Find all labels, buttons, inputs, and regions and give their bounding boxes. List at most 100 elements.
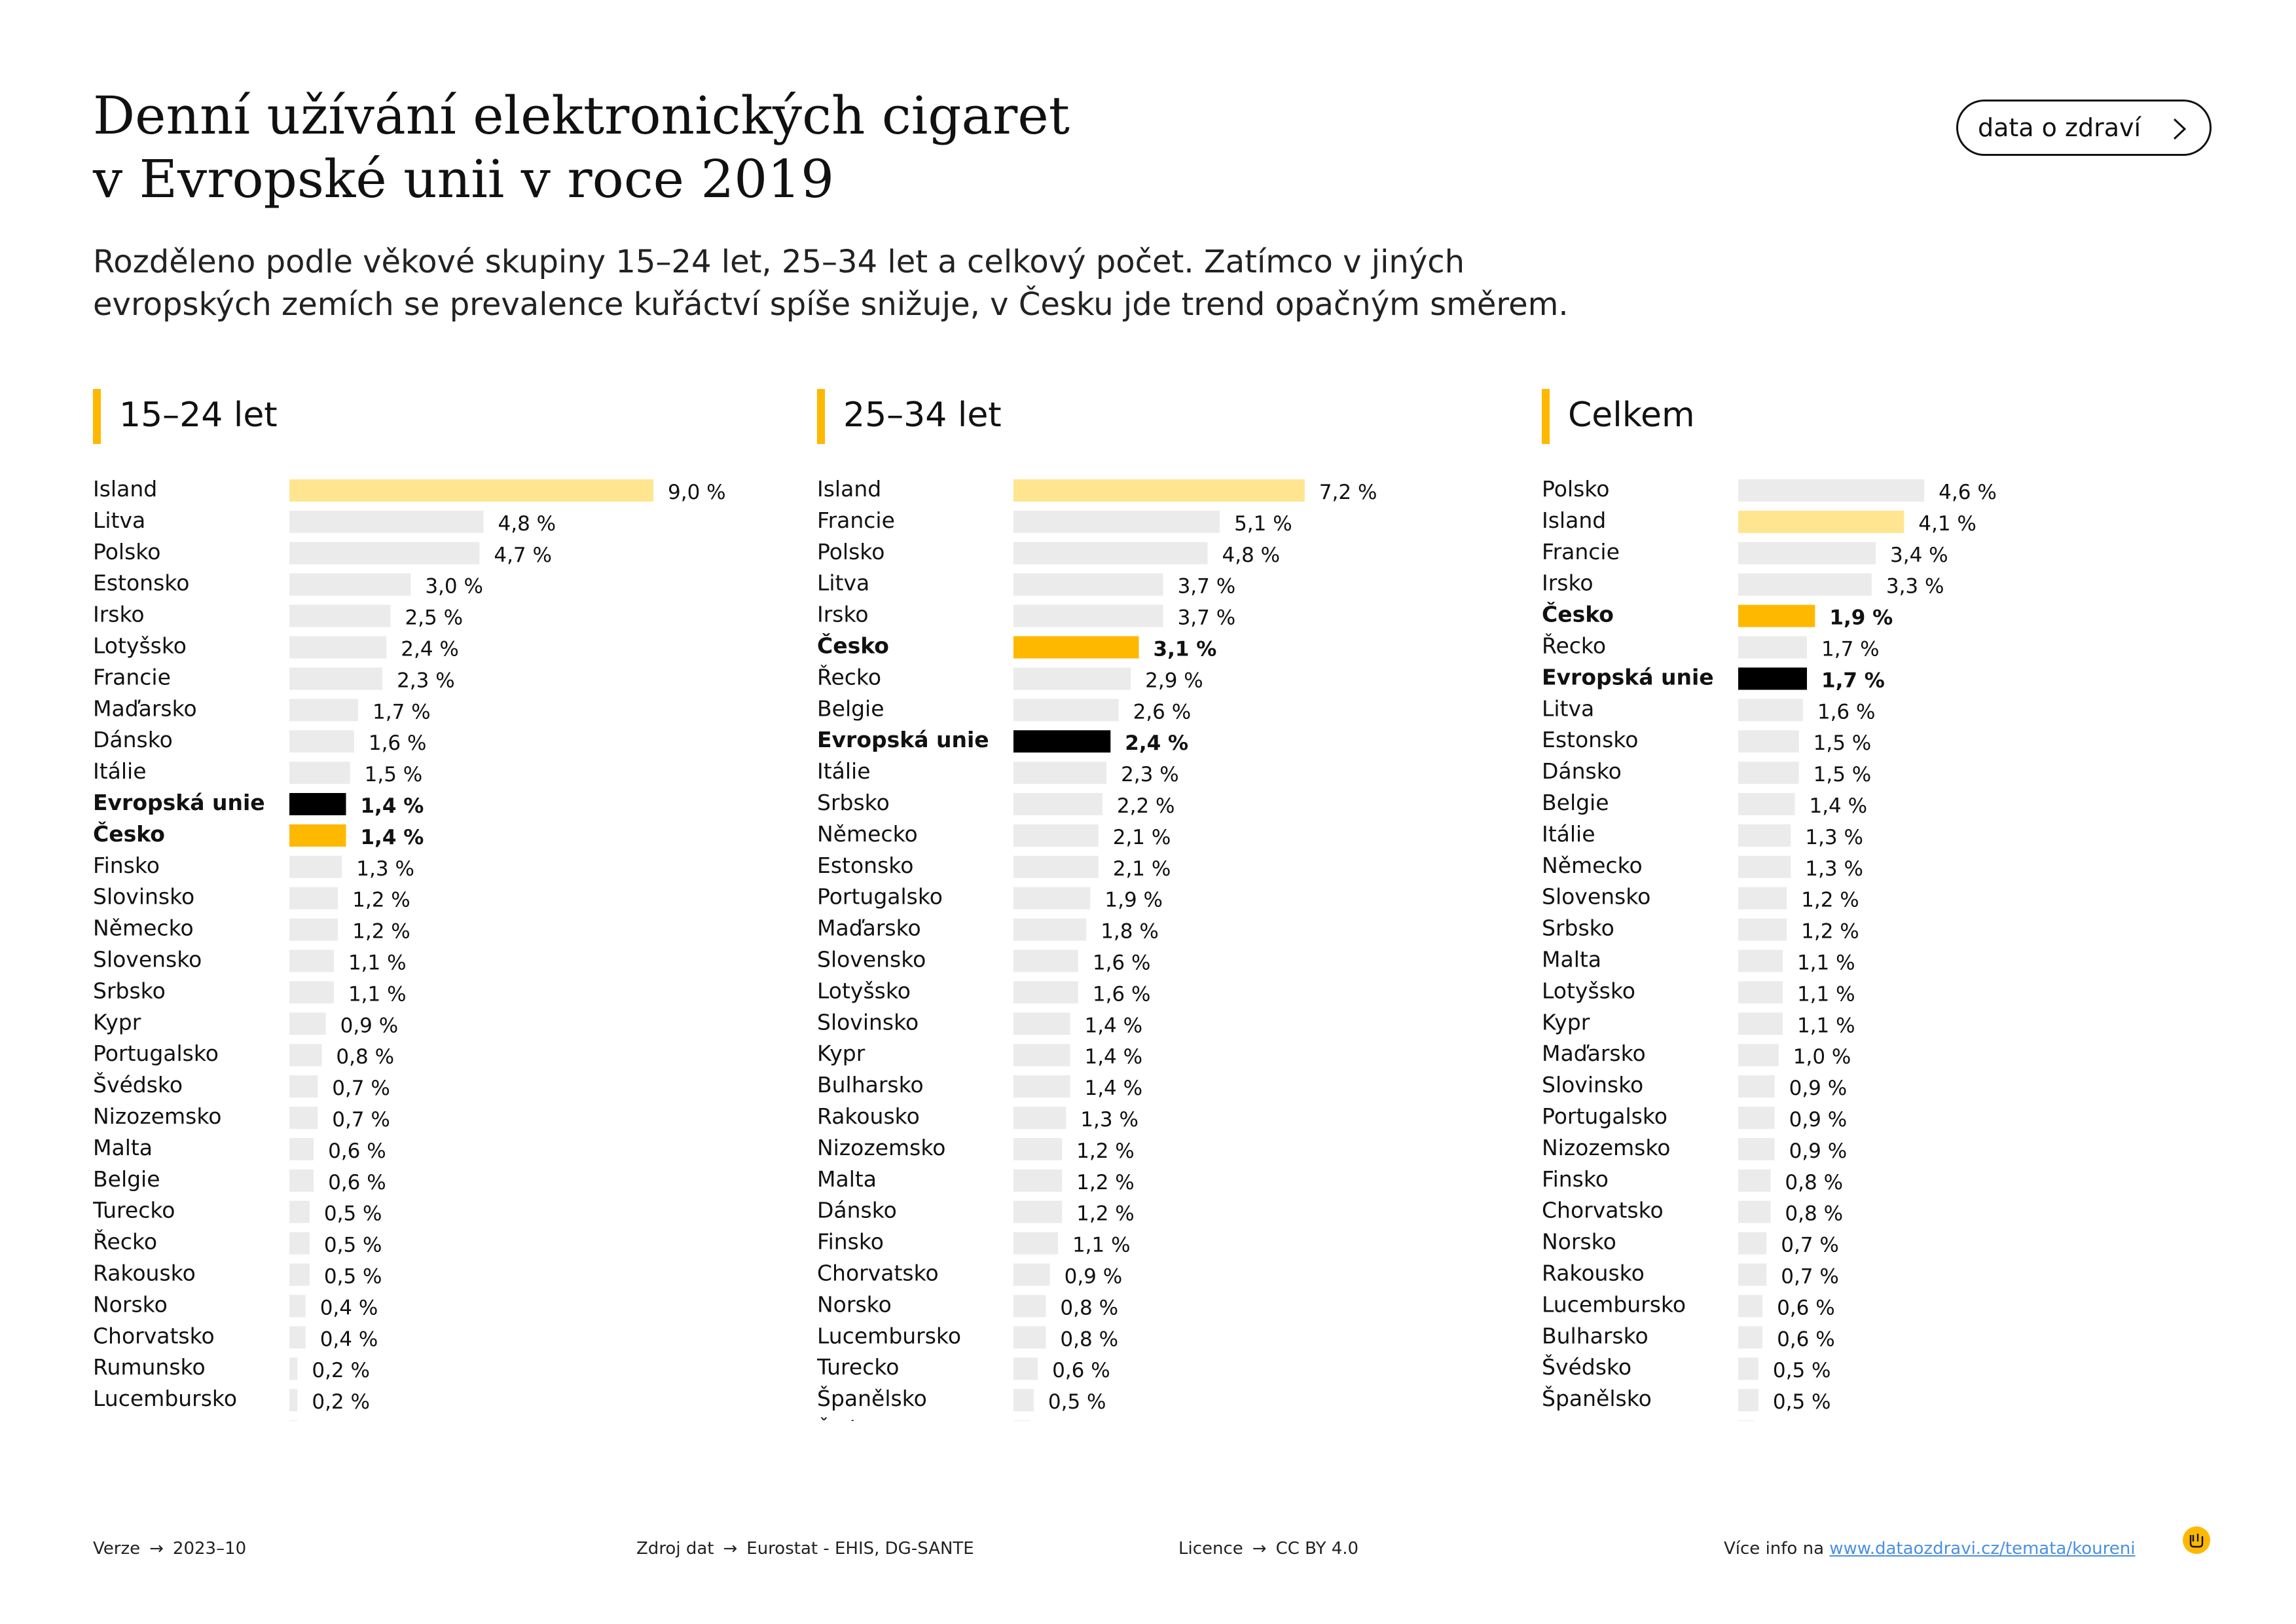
category-label-turecko: Turecko <box>817 1354 899 1380</box>
value-label-rakousko: 0,5 % <box>324 1265 382 1289</box>
value-label-spanelsko: 0,5 % <box>1773 1390 1831 1414</box>
category-label-malta: Malta <box>93 1135 153 1160</box>
category-label-finsko: Finsko <box>1542 1166 1609 1192</box>
category-label-evropska-unie: Evropská unie <box>817 727 989 752</box>
value-label-srbsko: 1,1 % <box>348 982 407 1006</box>
bar-nizozemsko <box>1738 1137 1775 1160</box>
value-label-dansko: 1,5 % <box>1813 763 1872 786</box>
bar-litva <box>289 510 484 533</box>
bar-norsko <box>1738 1232 1767 1255</box>
footer-version-value: 2023–10 <box>172 1539 247 1559</box>
category-label-rakousko: Rakousko <box>1542 1261 1645 1286</box>
footer-source-value: Eurostat - EHIS, DG-SANTE <box>746 1539 974 1559</box>
heading-accent-bar <box>93 389 101 444</box>
bar-estonsko <box>1013 855 1099 878</box>
value-label-lotyssko: 2,4 % <box>401 638 459 661</box>
value-label-dansko: 1,6 % <box>369 731 427 755</box>
bar-slovinsko <box>1013 1012 1070 1035</box>
category-label-malta: Malta <box>1542 947 1601 972</box>
bar-belgie <box>1738 793 1795 815</box>
category-label-madarsko: Maďarsko <box>1542 1041 1646 1066</box>
bar-portugalsko <box>1738 1107 1775 1129</box>
category-label-rakousko: Rakousko <box>93 1261 196 1286</box>
category-label-italie: Itálie <box>93 758 147 784</box>
category-label-irsko: Irsko <box>93 602 145 627</box>
category-label-rakousko: Rakousko <box>817 1103 920 1129</box>
bar-slovinsko <box>1738 1075 1775 1098</box>
category-label-svedsko: Švédsko <box>1542 1354 1631 1380</box>
data-o-zdravi-button[interactable]: data o zdraví <box>1956 100 2212 156</box>
category-label-francie: Francie <box>817 507 895 533</box>
bar-polsko <box>1013 542 1208 564</box>
bar-italie <box>289 762 350 784</box>
title-line-1: Denní užívání elektronických cigaret <box>93 85 1070 146</box>
chart-title-15-24: 15–24 let <box>119 396 278 435</box>
category-label-polsko: Polsko <box>93 539 160 564</box>
category-label-svedsko: Švédsko <box>817 1416 907 1421</box>
value-label-litva: 1,6 % <box>1817 700 1876 724</box>
category-label-recko: Řecko <box>817 663 881 690</box>
category-label-malta: Malta <box>817 1166 877 1192</box>
category-label-litva: Litva <box>93 507 145 533</box>
bar-nemecko <box>1738 855 1791 878</box>
value-label-finsko: 0,8 % <box>1785 1171 1843 1194</box>
bar-madarsko <box>1013 918 1087 941</box>
bar-cesko <box>1013 636 1139 659</box>
bar-estonsko <box>1738 730 1799 753</box>
bar-norsko <box>289 1295 306 1318</box>
category-label-recko: Řecko <box>1542 633 1606 659</box>
category-label-slovensko: Slovensko <box>93 947 202 972</box>
brand-logo-icon <box>2183 1526 2210 1554</box>
category-label-francie: Francie <box>93 664 171 690</box>
category-label-nemecko: Německo <box>93 915 194 941</box>
category-label-turecko: Turecko <box>1542 1417 1624 1421</box>
category-label-madarsko: Maďarsko <box>93 695 197 721</box>
value-label-norsko: 0,4 % <box>320 1296 378 1320</box>
value-label-francie: 2,3 % <box>397 669 455 692</box>
bar-slovensko <box>1738 887 1787 910</box>
data-o-zdravi-label: data o zdraví <box>1978 113 2141 142</box>
bar-chart-celkem: Polsko 4,6 % Island 4,1 % Francie 3,4 % Irsko 3… <box>1542 478 1997 1421</box>
category-label-dansko: Dánsko <box>817 1198 897 1223</box>
value-label-nizozemsko: 0,7 % <box>332 1108 390 1132</box>
value-label-portugalsko: 0,9 % <box>1789 1108 1848 1132</box>
footer-source-label: Zdroj dat <box>636 1539 714 1559</box>
value-label-nemecko: 2,1 % <box>1113 826 1171 849</box>
footer-version: Verze → 2023–10 <box>93 1539 246 1559</box>
title-line-2: v Evropské unii v roce 2019 <box>93 149 834 210</box>
value-label-irsko: 3,3 % <box>1886 575 1944 599</box>
category-label-belgie: Belgie <box>93 1166 160 1192</box>
bar-turecko <box>1013 1357 1038 1380</box>
value-label-kypr: 1,4 % <box>1084 1045 1142 1069</box>
category-label-francie: Francie <box>1542 539 1620 564</box>
category-label-finsko: Finsko <box>817 1229 884 1255</box>
footer-more-link[interactable]: www.dataozdravi.cz/temata/koureni <box>1829 1539 2136 1559</box>
arrow-right-icon: → <box>149 1539 164 1559</box>
bar-francie <box>1013 510 1220 533</box>
category-label-chorvatsko: Chorvatsko <box>817 1261 939 1286</box>
bar-svedsko <box>289 1075 318 1098</box>
category-label-svedsko: Švédsko <box>93 1071 183 1098</box>
value-label-slovinsko: 0,9 % <box>1789 1077 1848 1100</box>
arrow-right-icon: → <box>723 1539 738 1559</box>
bar-chart-25-34: Island 7,2 % Francie 5,1 % Polsko 4,8 % Litva 3… <box>817 478 1377 1421</box>
value-label-lucembursko: 0,8 % <box>1060 1327 1118 1351</box>
value-label-cesko: 1,9 % <box>1829 606 1893 630</box>
category-label-dansko: Dánsko <box>1542 758 1622 784</box>
value-label-cesko: 1,4 % <box>360 826 424 849</box>
value-label-italie: 1,5 % <box>365 763 423 786</box>
category-label-slovinsko: Slovinsko <box>93 884 194 910</box>
footer-more-info: Více info na www.dataozdravi.cz/temata/k… <box>1724 1539 2135 1559</box>
chevron-right-icon <box>2173 118 2187 140</box>
category-label-portugalsko: Portugalsko <box>1542 1103 1667 1129</box>
category-label-rumunsko: Rumunsko <box>93 1354 206 1380</box>
value-label-finsko: 1,1 % <box>1072 1234 1131 1257</box>
value-label-italie: 1,3 % <box>1805 826 1863 849</box>
bar-dansko <box>1738 762 1799 784</box>
value-label-slovensko: 1,2 % <box>1801 889 1859 912</box>
category-label-evropska-unie: Evropská unie <box>1542 664 1714 690</box>
category-label-portugalsko: Portugalsko <box>93 1041 219 1066</box>
category-label-kypr: Kypr <box>817 1041 866 1066</box>
bar-spanelsko <box>1738 1389 1758 1412</box>
value-label-spanelsko: 0,5 % <box>1048 1390 1106 1414</box>
